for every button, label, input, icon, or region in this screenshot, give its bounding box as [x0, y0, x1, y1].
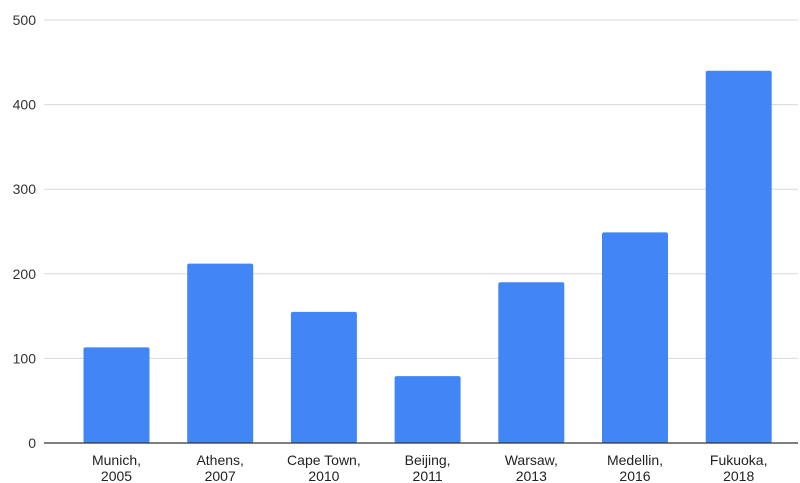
bar	[498, 282, 565, 443]
category-city: Beijing,	[405, 452, 451, 468]
x-category-label: Beijing, 2011	[405, 452, 451, 483]
bar	[394, 376, 461, 443]
bars	[83, 70, 772, 443]
y-axis-tick-labels: 0 100 200 300 400 500	[13, 12, 37, 451]
x-category-label: Fukuoka, 2018	[710, 452, 768, 483]
x-axis-category-labels: Munich, 2005 Athens, 2007 Cape Town, 2010 Beij…	[92, 452, 768, 483]
x-category-label: Athens, 2007	[196, 452, 243, 483]
x-category-label: Medellin, 2016	[607, 452, 663, 483]
y-tick-label: 500	[13, 12, 37, 28]
category-year: 2005	[101, 468, 132, 483]
bar	[83, 347, 150, 443]
category-year: 2010	[308, 468, 339, 483]
category-year: 2013	[516, 468, 547, 483]
category-city: Fukuoka,	[710, 452, 768, 468]
category-year: 2018	[723, 468, 754, 483]
category-year: 2007	[205, 468, 236, 483]
y-tick-label: 400	[13, 97, 37, 113]
bar	[187, 263, 254, 443]
x-category-label: Warsaw, 2013	[505, 452, 558, 483]
y-tick-label: 300	[13, 181, 37, 197]
category-year: 2016	[619, 468, 650, 483]
category-year: 2011	[413, 468, 443, 483]
x-category-label: Cape Town, 2010	[287, 452, 361, 483]
category-city: Munich,	[92, 452, 141, 468]
category-city: Cape Town,	[287, 452, 361, 468]
bar	[602, 232, 668, 443]
category-city: Medellin,	[607, 452, 663, 468]
bar	[290, 311, 357, 443]
category-city: Athens,	[196, 452, 243, 468]
bar	[705, 70, 772, 443]
y-tick-label: 0	[28, 435, 36, 451]
y-tick-label: 200	[13, 266, 37, 282]
category-city: Warsaw,	[505, 452, 558, 468]
gridlines	[44, 19, 798, 359]
y-tick-label: 100	[13, 350, 37, 366]
x-category-label: Munich, 2005	[92, 452, 141, 483]
